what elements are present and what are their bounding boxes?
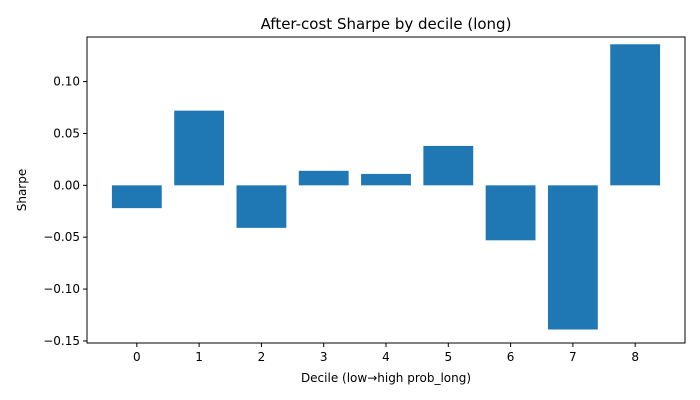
- y-tick-label: 0.00: [53, 178, 80, 192]
- bar-decile-7: [547, 185, 598, 330]
- x-axis-label: Decile (low→high prob_long): [301, 371, 471, 385]
- y-tick-label: −0.10: [43, 282, 80, 296]
- plot-frame: [86, 36, 686, 344]
- x-tick-label: 6: [507, 350, 515, 364]
- x-tick-label: 5: [444, 350, 452, 364]
- y-tick-label: 0.05: [53, 126, 80, 140]
- chart-title: After-cost Sharpe by decile (long): [261, 15, 512, 33]
- y-axis-ticks: −0.15 −0.10 −0.05 0.00 0.05 0.10: [43, 75, 87, 348]
- x-axis-ticks: 0 1 2 3 4 5 6 7 8: [133, 343, 639, 364]
- x-tick-label: 0: [133, 350, 141, 364]
- bar-decile-1: [174, 110, 225, 186]
- x-tick-label: 3: [320, 350, 328, 364]
- bar-decile-3: [298, 170, 349, 186]
- bar-decile-4: [361, 173, 411, 186]
- y-tick-label: −0.05: [43, 230, 80, 244]
- bar-decile-5: [423, 145, 474, 186]
- bar-decile-6: [485, 185, 536, 241]
- x-tick-label: 1: [195, 350, 203, 364]
- x-tick-label: 7: [569, 350, 577, 364]
- bar-decile-2: [236, 185, 287, 228]
- y-axis-label: Sharpe: [15, 169, 29, 212]
- bar-decile-0: [111, 185, 162, 209]
- x-tick-label: 8: [631, 350, 639, 364]
- x-tick-label: 4: [382, 350, 390, 364]
- bars-group: [111, 44, 661, 330]
- y-tick-label: −0.15: [43, 334, 80, 348]
- y-tick-label: 0.10: [53, 75, 80, 89]
- x-tick-label: 2: [258, 350, 266, 364]
- bar-decile-8: [610, 44, 661, 186]
